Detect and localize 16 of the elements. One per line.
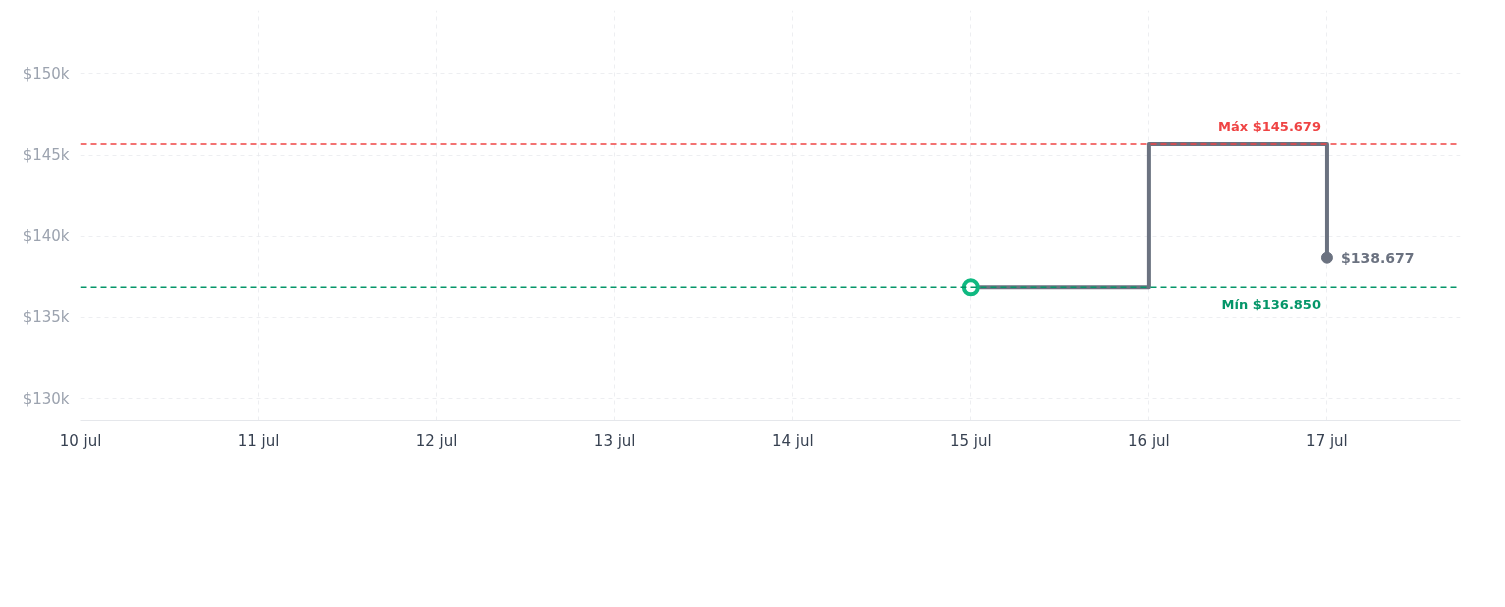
x-tick-label: 16 jul [1128,431,1170,450]
ref-line-label: Mín $136.850 [1221,297,1321,313]
y-tick-label: $145k [22,146,70,165]
x-tick-label: 15 jul [949,431,992,450]
x-tick-label: 12 jul [415,431,458,450]
y-tick-label: $130k [22,389,70,408]
x-tick-label: 13 jul [593,431,636,450]
x-tick-label: 17 jul [1306,431,1348,450]
y-tick-label: $150k [22,64,70,83]
x-tick-label: 11 jul [237,431,280,450]
x-tick-label: 10 jul [59,431,102,450]
x-tick-label: 14 jul [771,431,814,450]
y-tick-label: $140k [22,227,70,246]
y-tick-label: $135k [22,308,70,327]
ref-line-label: Máx $145.679 [1218,118,1321,134]
annotation: $138.677 [1340,249,1415,266]
